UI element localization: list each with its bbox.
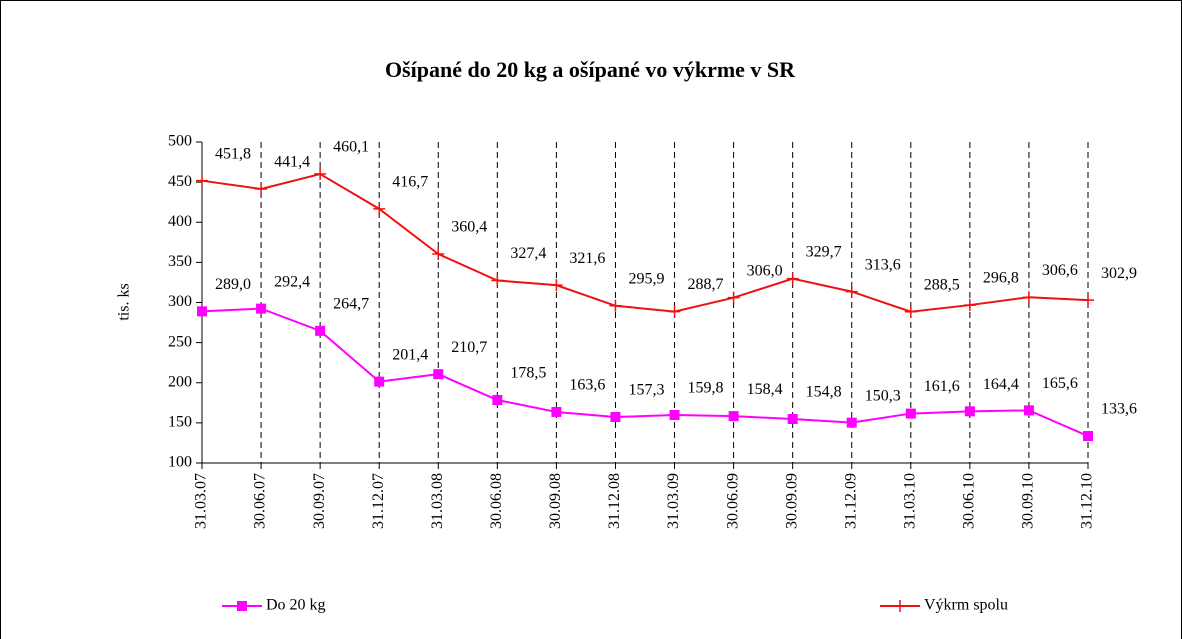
point xyxy=(728,411,739,422)
point xyxy=(787,414,798,425)
x-tick-label: 30.09.10 xyxy=(1020,473,1037,529)
point xyxy=(314,168,327,181)
point xyxy=(1022,291,1035,304)
x-tick-label: 30.09.08 xyxy=(547,473,564,529)
x-tick-label: 31.12.09 xyxy=(842,473,859,529)
point xyxy=(904,305,917,318)
point xyxy=(433,369,444,380)
data-label: 163,6 xyxy=(569,377,605,394)
x-tick-label: 31.12.07 xyxy=(370,473,387,529)
legend-label: Výkrm spolu xyxy=(924,597,1008,614)
x-tick-label: 31.03.10 xyxy=(901,473,918,529)
x-tick-label: 30.09.07 xyxy=(311,473,328,529)
data-label: 157,3 xyxy=(628,382,664,399)
x-tick-label: 31.03.07 xyxy=(193,473,210,529)
data-label: 292,4 xyxy=(274,273,310,290)
data-label: 288,5 xyxy=(924,276,960,293)
x-tick-label: 31.03.09 xyxy=(665,473,682,529)
point xyxy=(432,248,445,261)
point xyxy=(237,601,247,611)
x-tick-label: 30.06.09 xyxy=(724,473,741,529)
point xyxy=(669,410,680,421)
point xyxy=(373,202,386,215)
point xyxy=(963,299,976,312)
point xyxy=(255,183,268,196)
y-tick-label: 450 xyxy=(168,173,192,190)
point xyxy=(492,395,503,406)
x-tick-label: 30.06.08 xyxy=(488,473,505,529)
data-label: 460,1 xyxy=(333,139,369,156)
data-label: 313,6 xyxy=(865,256,901,273)
data-label: 321,6 xyxy=(569,250,605,267)
y-tick-label: 250 xyxy=(168,333,192,350)
data-label: 210,7 xyxy=(451,339,487,356)
point xyxy=(315,325,326,336)
data-label: 289,0 xyxy=(215,276,251,293)
x-tick-label: 30.09.09 xyxy=(783,473,800,529)
data-label: 295,9 xyxy=(628,270,664,287)
data-label: 451,8 xyxy=(215,145,251,162)
y-tick-label: 150 xyxy=(168,414,192,431)
point xyxy=(610,412,621,423)
point xyxy=(727,291,740,304)
point xyxy=(374,376,385,387)
x-tick-label: 31.03.08 xyxy=(429,473,446,529)
point xyxy=(197,306,207,317)
point xyxy=(905,408,916,419)
y-axis-label: tis. ks xyxy=(116,283,133,320)
point xyxy=(1082,294,1094,307)
y-tick-label: 100 xyxy=(168,454,192,471)
point xyxy=(846,417,857,428)
data-label: 264,7 xyxy=(333,296,369,313)
point xyxy=(1083,431,1093,442)
y-tick-label: 500 xyxy=(168,133,192,150)
point xyxy=(256,303,267,314)
data-label: 161,6 xyxy=(924,378,960,395)
data-label: 133,6 xyxy=(1101,401,1137,418)
data-label: 306,0 xyxy=(747,262,783,279)
point xyxy=(964,406,975,417)
data-label: 327,4 xyxy=(510,245,546,262)
x-tick-label: 31.12.10 xyxy=(1079,473,1096,529)
data-label: 329,7 xyxy=(806,243,842,260)
data-label: 158,4 xyxy=(747,381,783,398)
data-label: 288,7 xyxy=(688,276,724,293)
y-tick-label: 200 xyxy=(168,373,192,390)
chart-title: Ošípané do 20 kg a ošípané vo výkrme v S… xyxy=(385,57,796,82)
y-tick-label: 350 xyxy=(168,253,192,270)
point xyxy=(786,272,799,285)
point xyxy=(491,274,504,287)
data-label: 201,4 xyxy=(392,346,428,363)
point xyxy=(551,406,562,417)
point xyxy=(1023,405,1034,416)
x-tick-label: 31.12.08 xyxy=(606,473,623,529)
data-label: 164,4 xyxy=(983,376,1019,393)
legend-label: Do 20 kg xyxy=(266,597,326,614)
series-line xyxy=(201,172,1089,313)
point xyxy=(845,285,858,298)
series-line xyxy=(201,307,1089,437)
point xyxy=(550,279,563,292)
point xyxy=(609,299,622,312)
data-label: 360,4 xyxy=(451,219,487,236)
y-tick-label: 300 xyxy=(168,293,192,310)
data-label: 416,7 xyxy=(392,174,428,191)
x-tick-label: 30.06.10 xyxy=(961,473,978,529)
point xyxy=(196,174,208,187)
point xyxy=(894,600,906,612)
data-label: 150,3 xyxy=(865,387,901,404)
data-label: 296,8 xyxy=(983,270,1019,287)
data-label: 154,8 xyxy=(806,384,842,401)
data-label: 302,9 xyxy=(1101,265,1137,282)
x-tick-label: 30.06.07 xyxy=(252,473,269,529)
data-label: 159,8 xyxy=(688,380,724,397)
y-tick-label: 400 xyxy=(168,213,192,230)
data-label: 441,4 xyxy=(274,154,310,171)
data-label: 306,6 xyxy=(1042,262,1078,279)
data-label: 178,5 xyxy=(510,365,546,382)
point xyxy=(668,305,681,318)
data-label: 165,6 xyxy=(1042,375,1078,392)
